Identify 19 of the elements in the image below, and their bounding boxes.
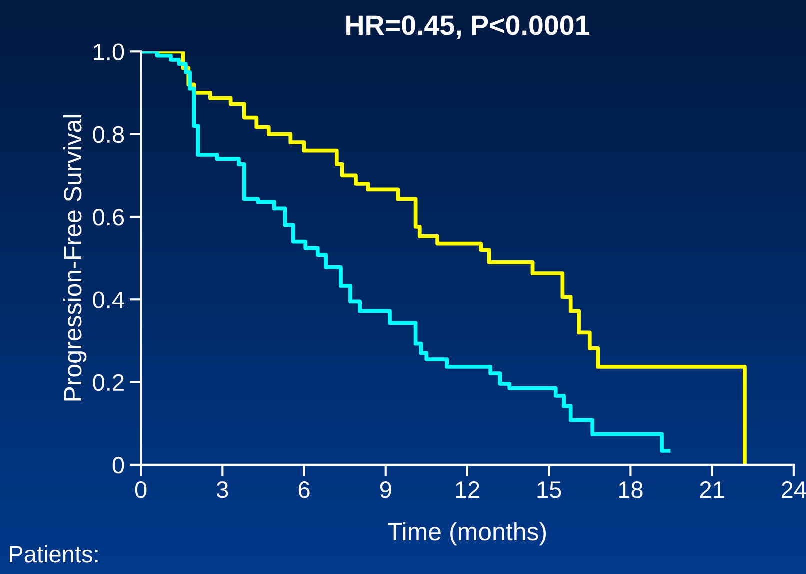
x-tick-label: 12 [456, 482, 480, 498]
x-tick-label: 6 [298, 482, 310, 498]
x-tick-label: 18 [619, 482, 643, 498]
y-tick-label: 0.8 [93, 126, 124, 144]
x-axis-title: Time (months) [388, 522, 546, 546]
y-axis-title: Progression-Free Survival [63, 115, 87, 401]
y-tick-label: 0.6 [93, 209, 124, 226]
y-tick-label: 1.0 [94, 44, 124, 60]
x-tick-label: 21 [700, 482, 724, 498]
y-tick-label: 0.4 [93, 292, 124, 308]
text: Patients: [10, 545, 98, 563]
x-tick-label: 9 [380, 482, 392, 498]
x-tick-label: 3 [216, 482, 228, 498]
chart-title: HR=0.45, P<0.0001 [346, 16, 590, 40]
y-tick-label: 0 [112, 457, 124, 474]
x-tick-label: 0 [135, 482, 147, 498]
x-tick-label: 24 [782, 482, 806, 498]
x-tick-label: 15 [538, 482, 562, 498]
y-tick-label: 0.2 [93, 374, 124, 392]
